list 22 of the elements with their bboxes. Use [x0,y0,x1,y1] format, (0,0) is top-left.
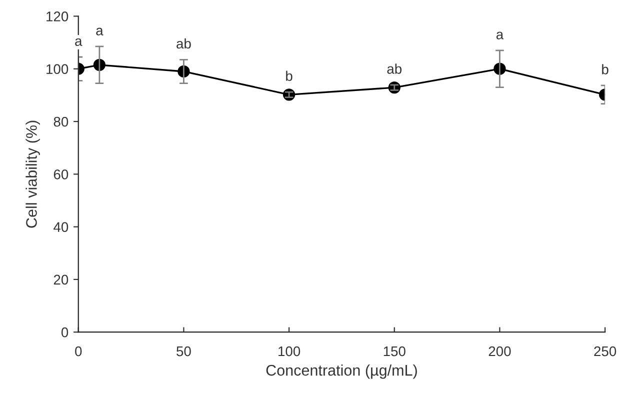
y-tick-label: 120 [46,12,68,22]
x-tick-label: 150 [384,346,406,356]
y-tick-label: 0 [61,327,68,338]
y-tick-label: 40 [54,222,68,232]
y-tick-label: 80 [54,116,68,127]
y-tick-label: 20 [54,274,68,285]
x-tick-label: 100 [278,346,300,356]
annotation: a [496,32,504,40]
x-tick-label: 250 [594,346,616,356]
annotation: b [286,70,292,81]
x-tick-label: 200 [488,346,511,356]
annotation: ab [176,38,191,49]
y-tick-label: 60 [54,169,68,180]
annotation: ab [387,64,402,74]
x-axis-title: Concentration (µg/mL) [266,364,417,379]
x-tick-label: 0 [75,346,82,356]
annotation: a [96,28,104,36]
annotation: a [75,38,82,46]
y-tick-label: 100 [46,64,68,74]
annotation: b [602,64,608,74]
y-axis-title: Cell viability (%) [26,120,40,228]
x-tick-label: 50 [176,346,191,356]
